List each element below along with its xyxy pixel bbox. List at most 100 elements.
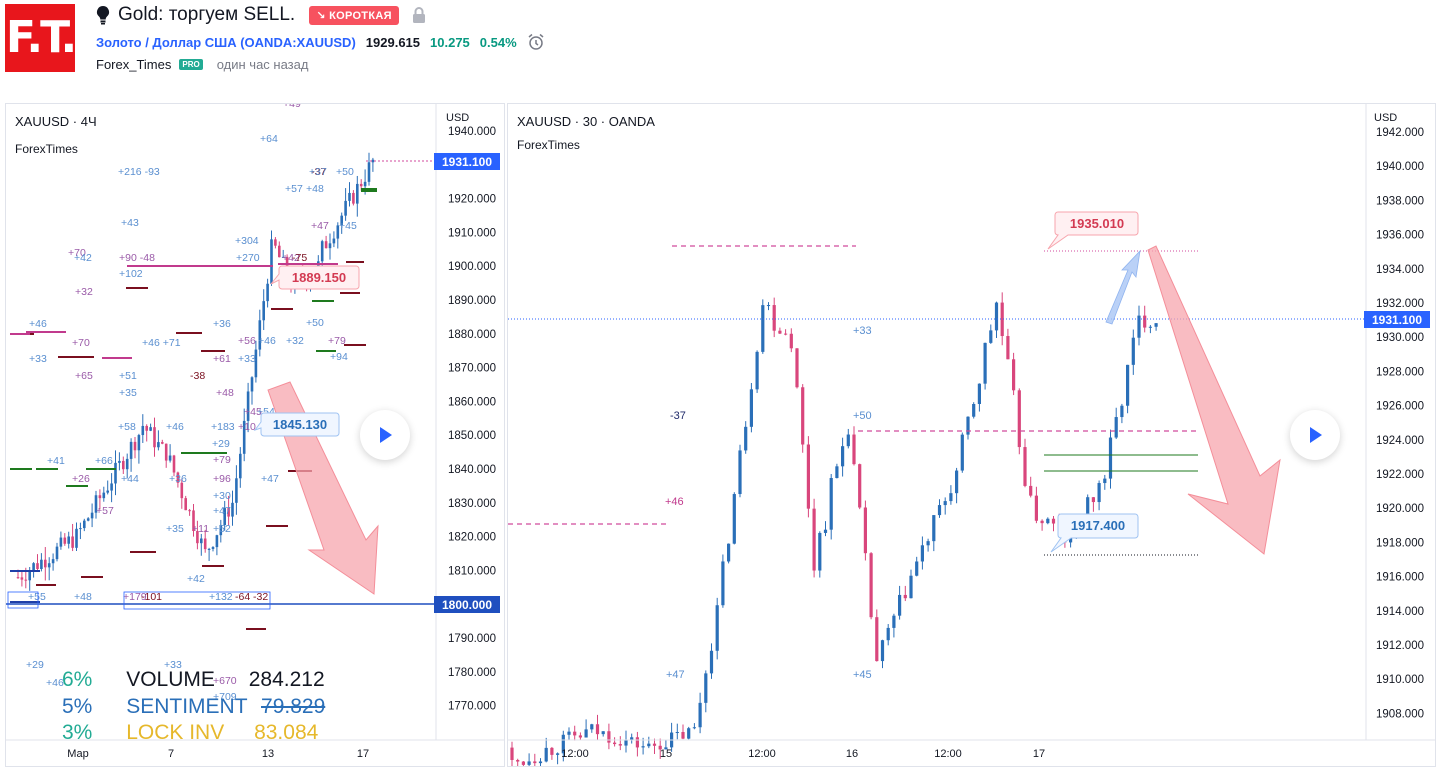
- price-tick-label: 1910.000: [1376, 674, 1424, 686]
- candle-body: [90, 512, 94, 519]
- price-tick-label: 1770.000: [448, 701, 496, 713]
- level-bar[interactable]: [246, 628, 266, 630]
- left-chart-canvas[interactable]: +49+64+216 -93+70+57 +48-37 +50+43 +47 +45+4…: [6, 104, 504, 766]
- candle-body: [188, 510, 191, 512]
- candle-body: [231, 502, 234, 517]
- up-arrow[interactable]: [1105, 249, 1141, 325]
- level-bar[interactable]: [361, 190, 377, 192]
- callout-1935[interactable]: 1935.010: [1047, 211, 1139, 250]
- level-bar[interactable]: [36, 584, 56, 586]
- delta-label: +47: [261, 473, 279, 485]
- delta-label: +270: [236, 252, 260, 264]
- candle-body: [590, 724, 594, 730]
- price-tick-label: 1870.000: [448, 363, 496, 375]
- candle-body: [340, 215, 343, 226]
- candle-body: [584, 729, 588, 738]
- delta-label: +46: [29, 318, 47, 330]
- candle-body: [886, 627, 890, 641]
- level-bar[interactable]: [10, 601, 40, 603]
- candle-body: [595, 724, 600, 735]
- delta-label: +33: [29, 353, 47, 365]
- level-bar[interactable]: [81, 576, 103, 578]
- candle-body: [83, 520, 86, 529]
- time-tick-label: 17: [357, 748, 369, 760]
- level-bar[interactable]: [201, 350, 225, 352]
- time-tick-label: 15: [660, 748, 672, 760]
- level-bar[interactable]: [176, 332, 202, 334]
- range-box[interactable]: [7, 591, 39, 609]
- price-tick-label: 1890.000: [448, 295, 496, 307]
- candle-body: [75, 528, 78, 548]
- level-bar[interactable]: [127, 265, 273, 267]
- time-tick-label: 17: [1033, 748, 1045, 760]
- level-bar[interactable]: [26, 331, 66, 333]
- level-bar[interactable]: [36, 468, 58, 470]
- level-bar[interactable]: [10, 468, 32, 470]
- delta-label: +33: [238, 353, 256, 365]
- level-bar[interactable]: [130, 551, 156, 553]
- level-bar[interactable]: [278, 263, 338, 265]
- level-bar[interactable]: [312, 300, 334, 302]
- candle-body: [270, 239, 273, 284]
- level-bar[interactable]: [266, 525, 288, 527]
- delta-label: +65: [75, 370, 93, 382]
- candle-body: [352, 192, 355, 204]
- indicator-name: SENTIMENT: [126, 695, 248, 718]
- callout-1889[interactable]: 1889.150: [270, 265, 360, 290]
- candle-body: [258, 320, 262, 350]
- callout-1917[interactable]: 1917.400: [1050, 513, 1139, 553]
- candle-body: [44, 559, 47, 568]
- candle-body: [869, 553, 873, 618]
- level-bar[interactable]: [66, 485, 88, 487]
- delta-label: +51: [119, 370, 137, 382]
- left-chart-panel[interactable]: +49 +64 +216 -93 +70 +57 +48 -37 +50 +43 +47 +45 +4…: [5, 103, 505, 767]
- level-bar[interactable]: [344, 344, 366, 346]
- level-bar[interactable]: [102, 357, 132, 359]
- level-bar[interactable]: [202, 565, 224, 567]
- alarm-clock-icon[interactable]: [527, 33, 545, 51]
- level-bar[interactable]: [346, 261, 364, 263]
- right-chart-canvas[interactable]: +33 +50 -37 +46 +47 +45 1935.010 1917.400 194…: [508, 104, 1435, 766]
- delta-label: +48: [74, 591, 92, 603]
- candle-body: [1103, 478, 1107, 484]
- candle-body: [852, 434, 856, 465]
- level-bar[interactable]: [340, 292, 360, 294]
- candle-body: [1046, 518, 1050, 524]
- level-bar[interactable]: [10, 570, 40, 572]
- right-chart-panel[interactable]: +33 +50 -37 +46 +47 +45 1935.010 1917.400 194…: [507, 103, 1436, 767]
- play-button[interactable]: [1290, 410, 1340, 460]
- level-bar[interactable]: [361, 188, 377, 190]
- price-tick-label: 1820.000: [448, 532, 496, 544]
- level-bar[interactable]: [86, 468, 116, 470]
- delta-label: +46: [46, 677, 64, 689]
- candle-body: [618, 744, 622, 746]
- candle-body: [28, 570, 31, 581]
- level-bar[interactable]: [126, 287, 148, 289]
- candle-body: [196, 531, 199, 544]
- range-box[interactable]: [123, 591, 271, 610]
- short-arrow[interactable]: [1147, 245, 1281, 555]
- delta-label: +45: [339, 220, 357, 232]
- candle-body: [858, 464, 862, 508]
- level-bar[interactable]: [271, 308, 293, 310]
- price-tick-label: 1912.000: [1376, 640, 1424, 652]
- time-tick-label: 12:00: [561, 748, 589, 760]
- callout-1845[interactable]: 1845.130: [253, 412, 340, 437]
- idea-header: F.T. Gold: торгуем SELL. ↘ КОРОТКАЯ Золо…: [0, 0, 1439, 100]
- candle-body: [122, 460, 125, 470]
- last-price: 1929.615: [365, 34, 421, 50]
- author-logo[interactable]: F.T.: [5, 4, 77, 72]
- candle-body: [949, 493, 953, 502]
- candle-body: [766, 305, 771, 307]
- candle-body: [16, 577, 20, 579]
- level-bar[interactable]: [181, 452, 227, 454]
- candle-body: [898, 594, 902, 616]
- level-bar[interactable]: [316, 350, 336, 352]
- symbol-link[interactable]: Золото / Доллар США (OANDA:XAUUSD): [96, 34, 356, 50]
- candle-body: [67, 536, 70, 544]
- svg-text:1917.400: 1917.400: [1071, 518, 1125, 533]
- level-bar[interactable]: [10, 333, 30, 335]
- author-name[interactable]: Forex_Times: [96, 57, 172, 72]
- play-button[interactable]: [360, 410, 410, 460]
- level-bar[interactable]: [58, 356, 94, 358]
